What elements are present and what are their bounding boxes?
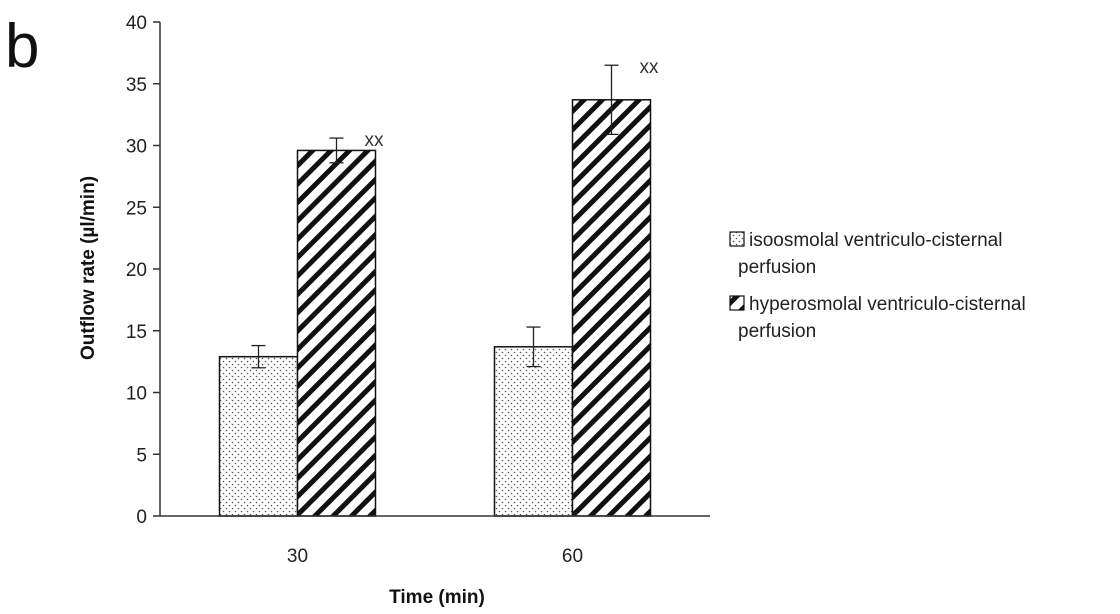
y-tick-label: 15 bbox=[126, 322, 147, 343]
significance-marker: xx bbox=[640, 57, 660, 78]
legend-swatch-isoosmolal bbox=[729, 231, 745, 247]
y-tick-label: 35 bbox=[126, 75, 147, 96]
significance-annotations: xx xx bbox=[365, 57, 660, 151]
y-tick-label: 10 bbox=[126, 384, 147, 405]
legend-swatch-hyperosmolal bbox=[729, 295, 745, 311]
y-tick-label: 5 bbox=[136, 445, 147, 466]
legend: isoosmolal ventriculo-cisternal perfusion… bbox=[729, 230, 1026, 342]
x-axis-title: Time (min) bbox=[389, 587, 485, 608]
significance-marker: xx bbox=[365, 130, 385, 151]
y-tick-label: 0 bbox=[136, 507, 147, 528]
panel-letter: b bbox=[5, 12, 39, 81]
bars bbox=[218, 99, 652, 517]
y-tick-label: 25 bbox=[126, 198, 147, 219]
error-bars bbox=[251, 64, 619, 369]
bar-isoosmolal-60 bbox=[493, 346, 574, 517]
legend-label: hyperosmolal ventriculo-cisternal bbox=[749, 294, 1026, 315]
legend-label: perfusion bbox=[738, 321, 816, 342]
x-tick-label: 60 bbox=[562, 546, 583, 567]
y-tick-label: 30 bbox=[126, 137, 147, 158]
legend-label: perfusion bbox=[738, 257, 816, 278]
x-axis-ticks: 30 60 bbox=[287, 546, 583, 567]
legend-label: isoosmolal ventriculo-cisternal bbox=[749, 230, 1002, 251]
bar-hyperosmolal-60 bbox=[571, 99, 652, 517]
y-tick-label: 20 bbox=[126, 260, 147, 281]
bar-hyperosmolal-30 bbox=[296, 149, 377, 517]
y-axis-ticks: 0 5 10 15 20 25 30 35 40 bbox=[126, 13, 160, 528]
x-tick-label: 30 bbox=[287, 546, 308, 567]
y-tick-label: 40 bbox=[126, 13, 147, 34]
bar-isoosmolal-30 bbox=[218, 355, 299, 517]
y-axis-title: Outflow rate (µl/min) bbox=[78, 176, 99, 360]
